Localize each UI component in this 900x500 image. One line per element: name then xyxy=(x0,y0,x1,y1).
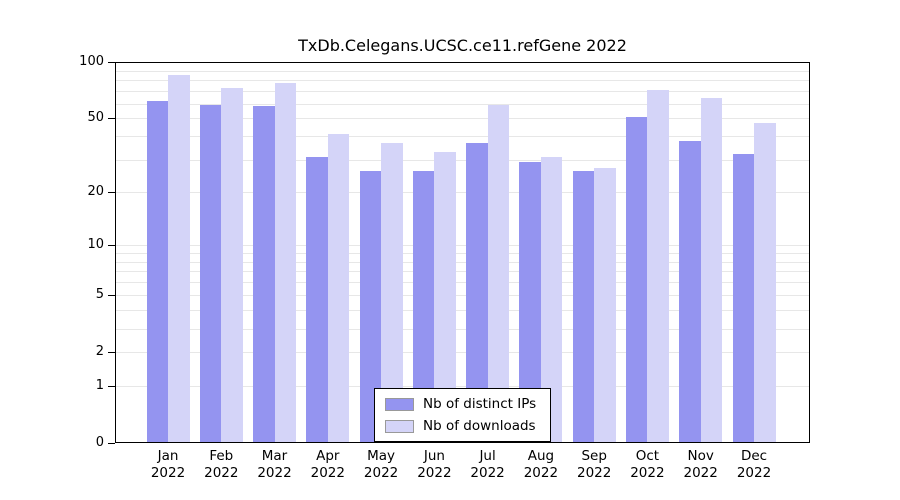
legend-label-distinct-ips: Nb of distinct IPs xyxy=(423,396,537,412)
gridline xyxy=(115,271,810,273)
x-tick-label: May 2022 xyxy=(363,448,399,481)
legend-item-distinct-ips: Nb of distinct IPs xyxy=(385,396,536,412)
bar-distinct-ips-jul xyxy=(466,142,488,443)
gridline xyxy=(115,191,810,193)
legend-swatch-downloads xyxy=(385,419,414,433)
bar-downloads-jul xyxy=(487,105,510,443)
y-tick-label: 100 xyxy=(79,54,104,69)
bar-downloads-dec xyxy=(754,123,776,443)
legend: Nb of distinct IPs Nb of downloads xyxy=(374,388,552,442)
x-tick-label: Nov 2022 xyxy=(683,448,718,481)
legend-label-downloads: Nb of downloads xyxy=(423,418,536,434)
y-tick-label: 2 xyxy=(95,344,104,360)
x-tick-label: Jan 2022 xyxy=(150,448,186,481)
y-tick-mark xyxy=(108,295,115,297)
x-tick-label: Dec 2022 xyxy=(736,448,772,481)
y-tick-label: 50 xyxy=(87,110,104,126)
gridline xyxy=(115,118,810,120)
gridline xyxy=(115,352,810,354)
bar-distinct-ips-feb xyxy=(199,105,222,443)
x-tick-label: Mar 2022 xyxy=(257,448,292,481)
plot-area xyxy=(115,62,810,443)
bar-distinct-ips-nov xyxy=(679,140,701,443)
bar-distinct-ips-dec xyxy=(732,154,754,443)
x-tick-label: Sep 2022 xyxy=(577,448,612,481)
gridline xyxy=(115,159,810,161)
gridline xyxy=(115,295,810,297)
y-tick-label: 5 xyxy=(95,287,104,303)
gridline xyxy=(115,80,810,82)
bar-distinct-ips-oct xyxy=(625,116,648,443)
bar-downloads-nov xyxy=(700,98,723,443)
gridline xyxy=(115,91,810,93)
gridline xyxy=(115,282,810,284)
gridline xyxy=(115,261,810,263)
gridline xyxy=(115,310,810,312)
y-tick-mark xyxy=(108,352,115,354)
bar-distinct-ips-may xyxy=(359,170,382,443)
y-tick-mark xyxy=(108,443,115,444)
x-tick-label: Apr 2022 xyxy=(310,448,345,481)
gridline xyxy=(115,252,810,254)
y-tick-label: 0 xyxy=(95,435,104,450)
gridline xyxy=(115,136,810,138)
y-tick-mark xyxy=(108,245,115,246)
bar-distinct-ips-apr xyxy=(306,156,328,443)
bar-downloads-oct xyxy=(647,89,669,443)
legend-swatch-distinct-ips xyxy=(385,397,414,411)
bar-downloads-may xyxy=(381,142,403,443)
bar-downloads-feb xyxy=(221,87,243,443)
bar-downloads-apr xyxy=(327,134,350,443)
bar-distinct-ips-mar xyxy=(253,106,275,443)
bar-downloads-sep xyxy=(594,167,616,443)
x-tick-label: Aug 2022 xyxy=(523,448,559,481)
x-tick-label: Jun 2022 xyxy=(417,448,452,481)
gridline xyxy=(115,245,810,246)
gridline xyxy=(115,385,810,387)
y-tick-mark xyxy=(108,385,115,387)
gridline xyxy=(115,62,810,63)
y-tick-label: 10 xyxy=(87,237,104,252)
legend-item-downloads: Nb of downloads xyxy=(385,418,536,434)
x-tick-label: Oct 2022 xyxy=(630,448,665,481)
bar-distinct-ips-aug xyxy=(519,162,541,443)
x-tick-label: Jul 2022 xyxy=(470,448,505,481)
gridline xyxy=(115,70,810,72)
y-tick-mark xyxy=(108,62,115,63)
bar-distinct-ips-jan xyxy=(146,101,168,443)
chart-title: TxDb.Celegans.UCSC.ce11.refGene 2022 xyxy=(298,36,627,55)
y-tick-label: 20 xyxy=(87,183,104,199)
bar-downloads-jun xyxy=(434,151,456,443)
gridline xyxy=(115,328,810,330)
x-tick-label: Feb 2022 xyxy=(204,448,239,481)
bar-distinct-ips-jun xyxy=(412,170,435,443)
y-tick-mark xyxy=(108,191,115,193)
bar-downloads-jan xyxy=(168,75,190,443)
gridline xyxy=(115,103,810,105)
y-tick-mark xyxy=(108,118,115,120)
bar-distinct-ips-sep xyxy=(572,170,595,443)
bar-downloads-mar xyxy=(274,83,296,443)
y-tick-label: 1 xyxy=(95,377,104,393)
bar-downloads-aug xyxy=(540,156,563,443)
